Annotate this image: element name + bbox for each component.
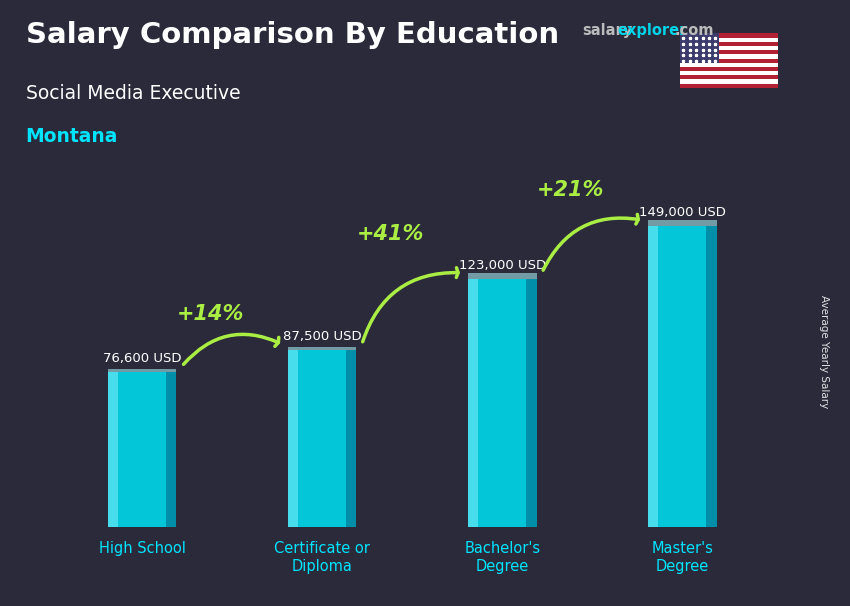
Text: Social Media Executive: Social Media Executive xyxy=(26,84,240,102)
Bar xyxy=(649,219,717,226)
Text: explorer: explorer xyxy=(617,23,687,38)
Bar xyxy=(108,369,176,373)
Bar xyxy=(288,350,298,527)
Text: +41%: +41% xyxy=(357,224,424,244)
Bar xyxy=(680,84,778,88)
Text: +21%: +21% xyxy=(537,180,604,200)
Bar xyxy=(166,373,176,527)
Bar xyxy=(649,226,717,527)
Bar xyxy=(680,42,778,46)
Bar xyxy=(680,46,778,50)
Bar xyxy=(288,347,356,350)
Bar xyxy=(468,279,479,527)
Bar xyxy=(649,226,659,527)
Text: Average Yearly Salary: Average Yearly Salary xyxy=(819,295,829,408)
Text: +14%: +14% xyxy=(177,304,244,324)
Bar xyxy=(108,373,176,527)
Bar xyxy=(680,67,778,71)
Bar xyxy=(108,373,118,527)
Bar xyxy=(680,71,778,75)
Text: 149,000 USD: 149,000 USD xyxy=(639,206,726,219)
Text: .com: .com xyxy=(674,23,713,38)
Text: 87,500 USD: 87,500 USD xyxy=(283,330,361,344)
Bar xyxy=(680,79,778,84)
Bar xyxy=(706,226,717,527)
Bar xyxy=(288,350,356,527)
Bar xyxy=(680,33,719,62)
Bar xyxy=(680,50,778,55)
Text: Montana: Montana xyxy=(26,127,118,146)
Text: salary: salary xyxy=(582,23,632,38)
Bar xyxy=(680,75,778,79)
Bar xyxy=(346,350,356,527)
Text: 123,000 USD: 123,000 USD xyxy=(459,259,546,271)
Bar xyxy=(680,33,778,38)
Text: 76,600 USD: 76,600 USD xyxy=(103,353,181,365)
Bar xyxy=(680,38,778,42)
Bar xyxy=(526,279,536,527)
Bar xyxy=(680,62,778,67)
Bar xyxy=(680,59,778,62)
Text: Salary Comparison By Education: Salary Comparison By Education xyxy=(26,21,558,49)
Bar xyxy=(680,55,778,59)
Bar xyxy=(468,273,536,279)
Bar xyxy=(468,279,536,527)
